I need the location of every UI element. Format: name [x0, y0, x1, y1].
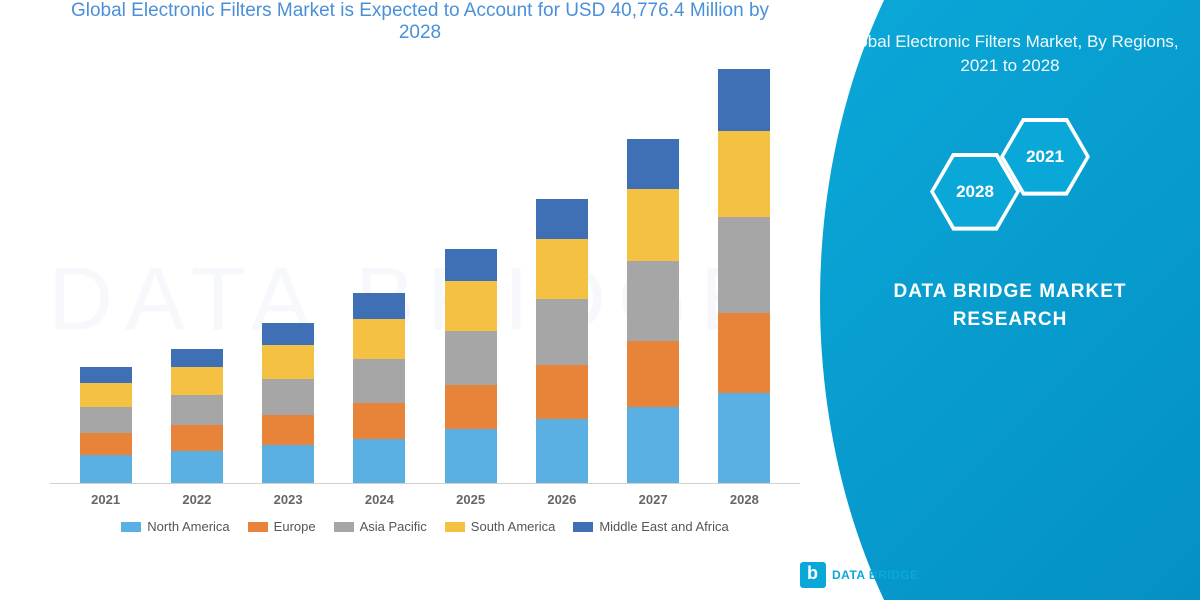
legend-item: Middle East and Africa: [573, 519, 728, 534]
x-label: 2027: [617, 492, 689, 507]
bar-segment: [171, 451, 223, 483]
x-label: 2025: [435, 492, 507, 507]
bar-stack: [536, 199, 588, 483]
bar-segment: [353, 359, 405, 403]
bar-group-2023: [252, 64, 324, 483]
bar-segment: [445, 249, 497, 281]
bar-segment: [171, 349, 223, 367]
bars-container: [50, 64, 800, 484]
bar-segment: [536, 239, 588, 299]
x-label: 2026: [526, 492, 598, 507]
x-label: 2021: [70, 492, 142, 507]
brand-line-1: DATA BRIDGE MARKET: [840, 278, 1180, 307]
bar-segment: [80, 433, 132, 455]
x-label: 2028: [708, 492, 780, 507]
x-label: 2023: [252, 492, 324, 507]
chart-title: Global Electronic Filters Market is Expe…: [40, 0, 800, 64]
bar-segment: [171, 395, 223, 425]
bar-segment: [536, 419, 588, 483]
bar-segment: [171, 425, 223, 451]
bar-segment: [80, 407, 132, 433]
bar-segment: [171, 367, 223, 395]
hex-label-2: 2021: [1026, 147, 1064, 167]
legend-swatch: [121, 522, 141, 532]
legend-label: Middle East and Africa: [599, 519, 728, 534]
side-title: Global Electronic Filters Market, By Reg…: [840, 30, 1180, 78]
legend-label: South America: [471, 519, 556, 534]
bar-segment: [80, 455, 132, 483]
legend-label: Asia Pacific: [360, 519, 427, 534]
main-container: DATA BRIDGE Global Electronic Filters Ma…: [0, 0, 1200, 600]
bar-segment: [536, 299, 588, 365]
hex-label-1: 2028: [956, 182, 994, 202]
bar-segment: [262, 345, 314, 379]
bar-segment: [353, 293, 405, 319]
bar-segment: [445, 331, 497, 385]
legend-swatch: [334, 522, 354, 532]
legend-item: South America: [445, 519, 556, 534]
footer-logo-icon: [800, 562, 826, 588]
brand-name: DATA BRIDGE MARKET RESEARCH: [840, 278, 1180, 335]
bar-segment: [262, 415, 314, 445]
bar-stack: [262, 323, 314, 483]
chart-canvas: [50, 64, 800, 484]
bar-segment: [353, 319, 405, 359]
hexagon-group: 2028 2021: [920, 118, 1100, 248]
x-label: 2022: [161, 492, 233, 507]
bar-stack: [718, 69, 770, 483]
bar-segment: [80, 383, 132, 407]
bar-segment: [718, 69, 770, 131]
x-label: 2024: [343, 492, 415, 507]
bar-segment: [262, 379, 314, 415]
bar-segment: [262, 445, 314, 483]
bar-segment: [353, 403, 405, 439]
bar-segment: [536, 365, 588, 419]
bar-group-2021: [70, 64, 142, 483]
bar-segment: [353, 439, 405, 483]
bar-segment: [718, 393, 770, 483]
legend-item: Europe: [248, 519, 316, 534]
bar-segment: [627, 189, 679, 261]
bar-group-2024: [343, 64, 415, 483]
bar-stack: [627, 139, 679, 483]
bar-segment: [262, 323, 314, 345]
legend-swatch: [248, 522, 268, 532]
bar-segment: [445, 429, 497, 483]
bar-segment: [536, 199, 588, 239]
legend-label: Europe: [274, 519, 316, 534]
bar-segment: [445, 385, 497, 429]
bar-segment: [627, 341, 679, 407]
footer-logo: DATA BRIDGE: [800, 562, 919, 588]
bar-segment: [445, 281, 497, 331]
bar-segment: [718, 217, 770, 313]
x-axis-labels: 2021 2022 2023 2024 2025 2026 2027 2028: [50, 484, 800, 507]
bar-segment: [718, 131, 770, 217]
legend-label: North America: [147, 519, 229, 534]
side-panel: Global Electronic Filters Market, By Reg…: [820, 0, 1200, 600]
bar-segment: [80, 367, 132, 383]
footer-logo-text: DATA BRIDGE: [832, 568, 919, 582]
legend-item: North America: [121, 519, 229, 534]
chart-area: DATA BRIDGE Global Electronic Filters Ma…: [0, 0, 820, 600]
bar-group-2026: [526, 64, 598, 483]
bar-stack: [80, 367, 132, 483]
bar-group-2027: [617, 64, 689, 483]
bar-stack: [445, 249, 497, 483]
bar-group-2028: [708, 64, 780, 483]
bar-group-2022: [161, 64, 233, 483]
bar-stack: [171, 349, 223, 483]
bar-group-2025: [435, 64, 507, 483]
brand-line-2: RESEARCH: [840, 306, 1180, 335]
legend-swatch: [445, 522, 465, 532]
legend-item: Asia Pacific: [334, 519, 427, 534]
bar-stack: [353, 293, 405, 483]
bar-segment: [718, 313, 770, 393]
chart-legend: North America Europe Asia Pacific South Ame…: [50, 507, 800, 534]
bar-segment: [627, 139, 679, 189]
legend-swatch: [573, 522, 593, 532]
bar-segment: [627, 261, 679, 341]
bar-segment: [627, 407, 679, 483]
